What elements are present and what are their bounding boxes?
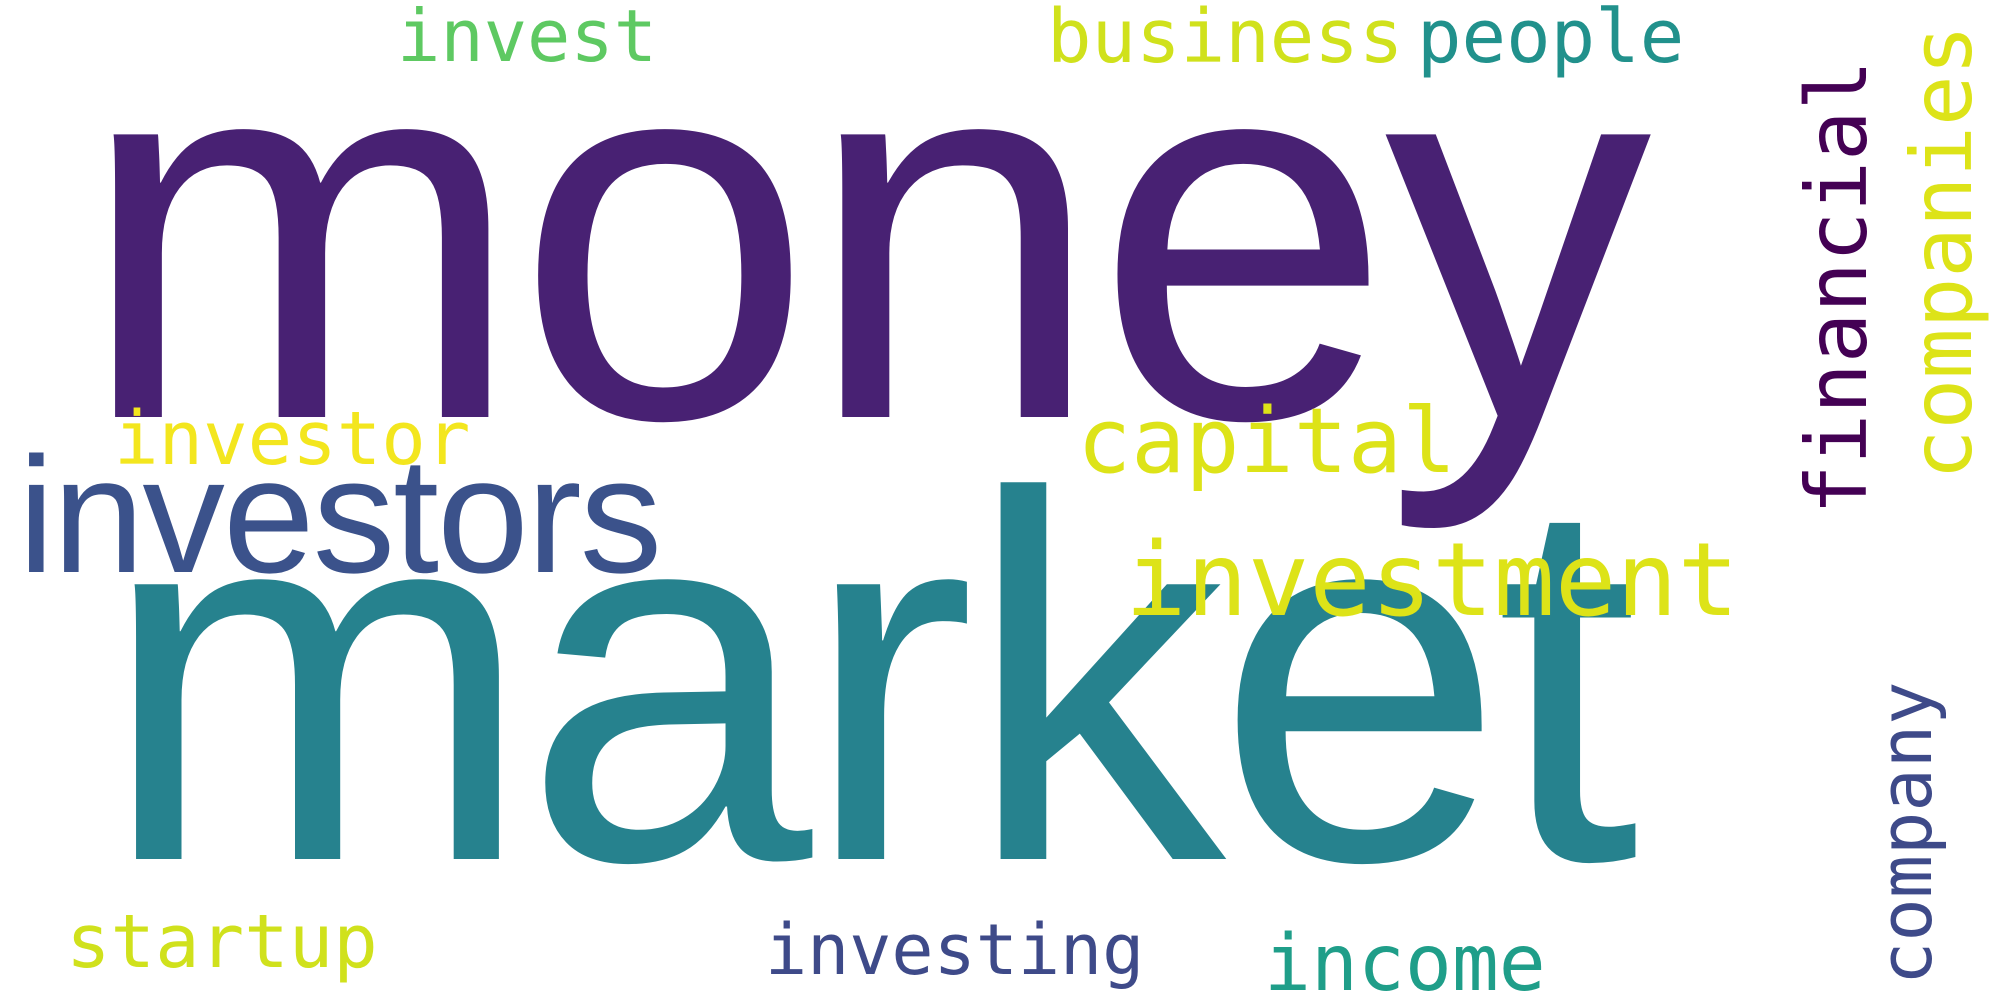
- word-business: business: [1047, 0, 1404, 80]
- word-financial: financial: [1788, 59, 1886, 515]
- word-income: income: [1264, 919, 1546, 1000]
- word-investment: investment: [1125, 521, 1740, 640]
- word-money: money: [78, 0, 1652, 531]
- word-investor: investor: [114, 396, 471, 482]
- word-invest: invest: [397, 0, 658, 78]
- word-investing: investing: [765, 909, 1145, 991]
- word-people: people: [1417, 0, 1685, 80]
- word-companies: companies: [1893, 24, 1991, 480]
- word-startup: startup: [66, 899, 378, 985]
- word-investors: investors: [18, 423, 662, 607]
- word-company: company: [1864, 681, 1948, 985]
- word-capital: capital: [1077, 389, 1457, 494]
- word-market: market: [100, 389, 1639, 970]
